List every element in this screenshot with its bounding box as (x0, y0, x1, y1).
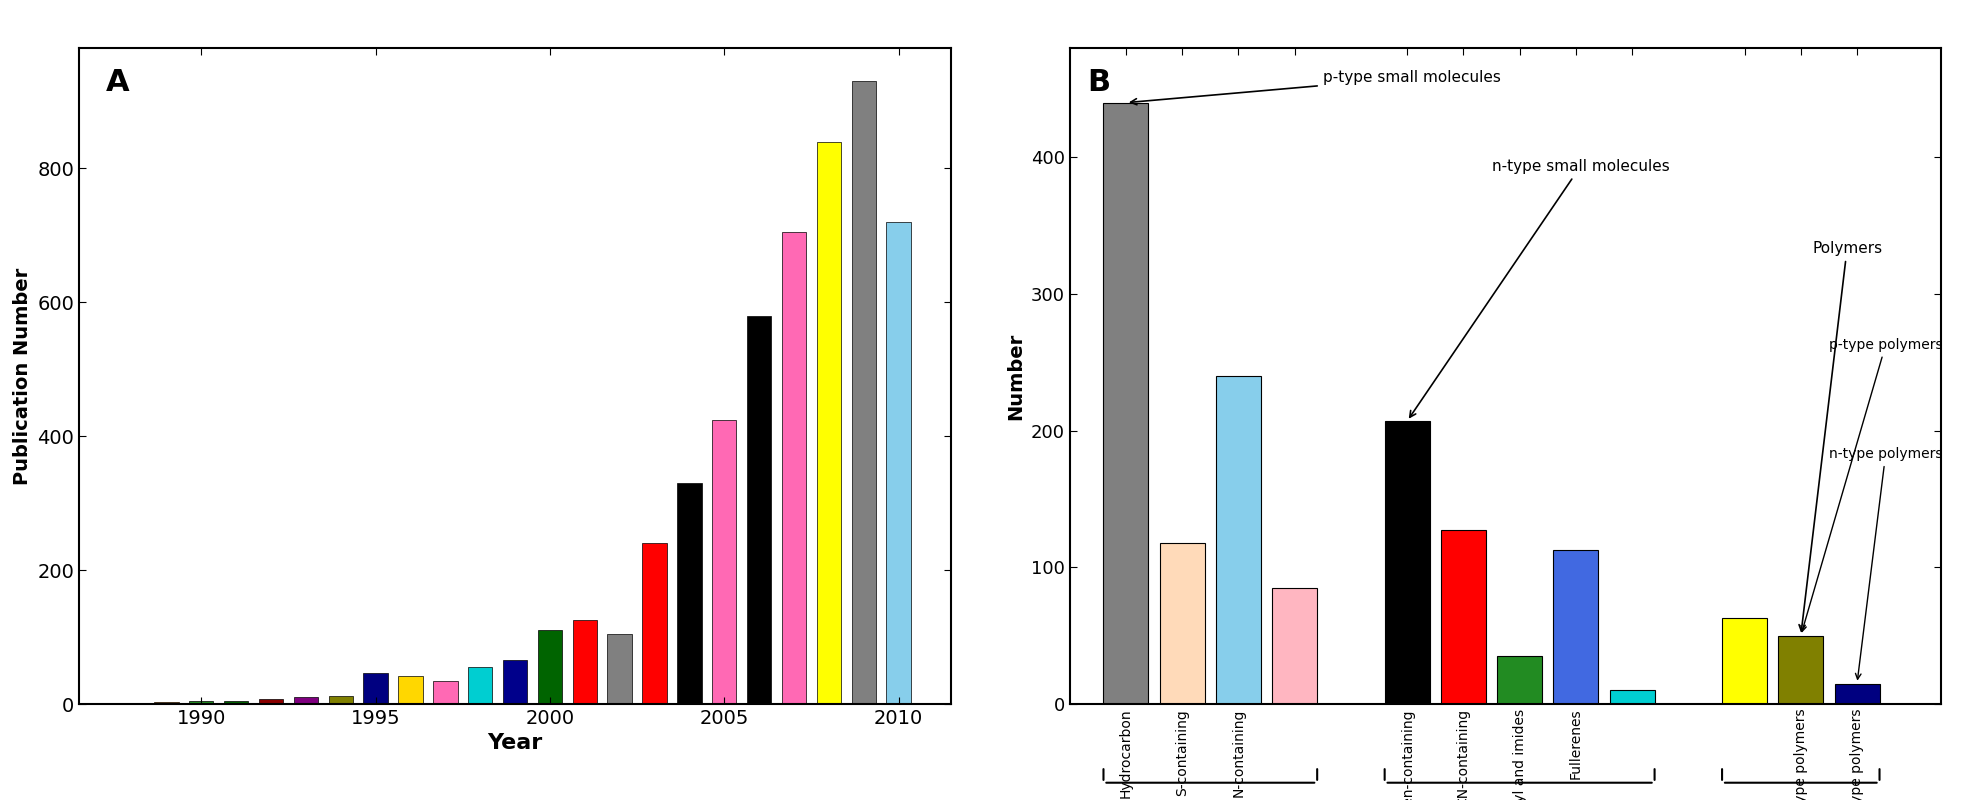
Bar (154, 702, 178, 704)
Bar (467, 667, 493, 704)
Bar (1158, 542, 1204, 704)
Bar (1721, 618, 1766, 704)
Bar (642, 543, 667, 704)
Bar (1497, 656, 1540, 704)
Bar (1610, 690, 1653, 704)
Bar (188, 701, 214, 704)
Text: Polymers: Polymers (1798, 241, 1881, 631)
Bar (503, 661, 527, 704)
Bar (293, 698, 319, 704)
X-axis label: Year: Year (487, 734, 543, 754)
Bar (398, 676, 422, 704)
Text: A: A (105, 68, 129, 97)
Bar (362, 673, 388, 704)
Text: p-type small molecules: p-type small molecules (1131, 70, 1501, 105)
Bar (851, 82, 875, 704)
Bar (1439, 530, 1485, 704)
Text: B: B (1087, 68, 1109, 97)
Bar (224, 701, 248, 704)
Bar (1833, 683, 1879, 704)
Bar (1216, 376, 1261, 704)
Bar (885, 222, 911, 704)
Bar (1271, 588, 1317, 704)
Y-axis label: Publication Number: Publication Number (14, 267, 32, 485)
Bar (329, 696, 352, 704)
Bar (119, 702, 145, 704)
Bar (608, 634, 632, 704)
Bar (1778, 636, 1822, 704)
Text: p-type polymers: p-type polymers (1800, 338, 1942, 631)
Text: n-type polymers: n-type polymers (1828, 447, 1942, 679)
Y-axis label: Number: Number (1006, 332, 1026, 420)
Bar (816, 142, 842, 704)
Bar (677, 483, 701, 704)
Bar (1103, 102, 1148, 704)
Text: n-type small molecules: n-type small molecules (1410, 159, 1669, 418)
Bar (782, 232, 806, 704)
Bar (746, 316, 770, 704)
Bar (537, 630, 562, 704)
Bar (1552, 550, 1598, 704)
Bar (711, 419, 737, 704)
Bar (572, 620, 596, 704)
Bar (434, 681, 457, 704)
Bar (259, 698, 283, 704)
Bar (1384, 421, 1430, 704)
